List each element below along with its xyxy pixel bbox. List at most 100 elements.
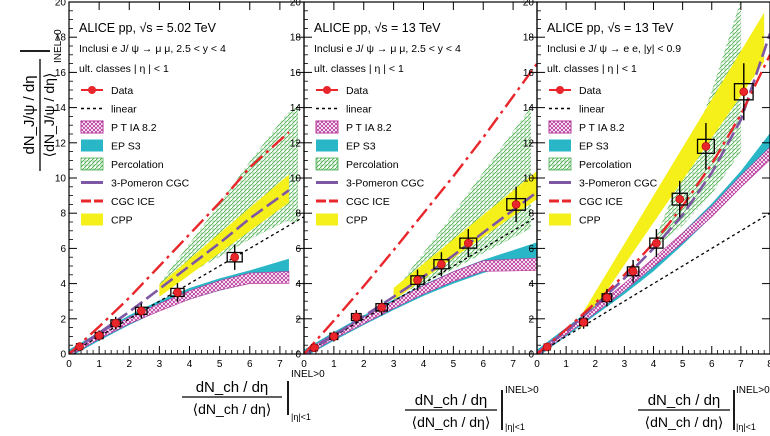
y-tick-label: 12 (55, 138, 67, 149)
y-tick-label: 8 (528, 209, 534, 220)
y-tick-label: 6 (528, 244, 534, 255)
panel-classes: ult. classes | η | < 1 (547, 63, 637, 75)
legend-label-percolation: Percolation (111, 159, 164, 171)
x-tick-label: 6 (480, 359, 486, 370)
y-axis-superscript: INEL>0 (53, 29, 64, 63)
legend-label-cpp: CPP (579, 215, 601, 227)
data-syst-box (671, 192, 688, 206)
legend-label-cgc3pomeron: 3-Pomeron CGC (579, 178, 658, 190)
data-point (137, 306, 146, 316)
y-tick-label: 2 (295, 314, 301, 325)
x-tick-label: 3 (391, 359, 397, 370)
x-tick-label: 5 (451, 359, 457, 370)
legend-eps3-swatch (549, 139, 571, 152)
y-axis-label: dN_J/ψ / dη ⟨dN_J/ψ / dη⟩ (21, 59, 57, 171)
legend-label-cgcice: CGC ICE (111, 196, 155, 208)
legend-label-data: Data (111, 85, 133, 97)
x-tick-label: 6 (709, 359, 715, 370)
data-point (579, 318, 588, 327)
y-axis-label-top: dN_J/ψ / dη (21, 75, 38, 154)
legend-label-cpp: CPP (346, 215, 368, 227)
x-axis-subscript: |η|<1 (291, 412, 311, 422)
legend-eps3-swatch (316, 139, 338, 152)
y-tick-label: 4 (60, 279, 66, 290)
data-point (463, 238, 473, 248)
y-tick-label: 18 (290, 33, 302, 44)
axis-labels: dN_J/ψ / dη ⟨dN_J/ψ / dη⟩ INEL>0 dN_ch /… (20, 29, 770, 432)
x-axis-subscript: |η|<1 (736, 422, 756, 432)
y-tick-label: 12 (523, 138, 535, 149)
x-tick-label: 2 (361, 359, 367, 370)
x-axis-superscript: INEL>0 (505, 385, 539, 396)
cgc-ice-line (69, 131, 290, 354)
data-point (701, 142, 711, 151)
cgc-ice-line (537, 54, 770, 354)
data-point (628, 266, 638, 276)
cgc-3pomeron-line (304, 191, 537, 354)
percolation-band (393, 106, 532, 297)
legend-percolation-swatch (315, 157, 339, 171)
legend-percolation-swatch (80, 157, 104, 171)
data-point (351, 312, 361, 322)
legend-pythia-swatch (315, 120, 339, 134)
legend-data-marker (556, 86, 564, 94)
y-tick-label: 10 (55, 174, 67, 185)
data-point (602, 293, 612, 302)
y-tick-label: 4 (528, 279, 534, 290)
y-tick-label: 8 (60, 209, 66, 220)
x-axis-label-panel-2: dN_ch / dη ⟨dN_ch / dη⟩ INEL>0 |η|<1 (405, 385, 539, 432)
legend-label-pythia: P T IA 8.2 (579, 122, 625, 134)
legend-label-eps3: EP S3 (579, 141, 609, 153)
x-tick-label: 1 (331, 359, 337, 370)
x-tick-label: 6 (247, 359, 253, 370)
data-syst-box (459, 237, 478, 249)
data-point (75, 342, 84, 351)
x-tick-label: 2 (592, 359, 598, 370)
data-point (111, 318, 120, 328)
legend-cpp-swatch (549, 213, 571, 226)
plot-area (69, 105, 304, 354)
y-tick-label: 0 (295, 350, 301, 361)
legend-label-eps3: EP S3 (346, 141, 376, 153)
data-syst-box (733, 83, 754, 101)
x-tick-label: 8 (767, 359, 770, 370)
x-tick-label: 1 (563, 359, 569, 370)
legend-label-cgc3pomeron: 3-Pomeron CGC (346, 178, 425, 190)
cpp-band (393, 170, 537, 301)
x-tick-label: 4 (187, 359, 193, 370)
x-tick-label: 0 (534, 359, 540, 370)
data-point (310, 343, 319, 353)
legend-label-cgcice: CGC ICE (346, 196, 390, 208)
percolation-band (653, 2, 741, 249)
y-tick-label: 2 (528, 314, 534, 325)
x-axis-label-top: dN_ch / dη (196, 379, 269, 396)
data-syst-box (696, 138, 715, 154)
x-tick-label: 0 (301, 359, 307, 370)
legend-label-percolation: Percolation (579, 159, 632, 171)
y-axis-label-bottom: ⟨dN_J/ψ / dη⟩ (41, 73, 57, 158)
data-syst-box (433, 259, 450, 270)
legend-percolation-swatch (548, 157, 572, 171)
y-tick-label: 14 (523, 103, 535, 114)
legend: Data linear P T IA 8.2 EP S3 Percolation 3-Po… (548, 85, 658, 227)
y-tick-label: 20 (55, 0, 67, 9)
x-tick-label: 5 (217, 359, 223, 370)
legend: Data linear P T IA 8.2 EP S3 Percolation 3-Po… (315, 85, 425, 227)
y-tick-label: 0 (60, 350, 66, 361)
data-syst-box (626, 266, 640, 277)
x-axis-superscript: INEL>0 (291, 369, 325, 380)
data-point (230, 252, 240, 262)
legend-eps3-swatch (81, 139, 103, 152)
y-tick-label: 16 (55, 68, 67, 79)
legend-cpp-swatch (81, 213, 103, 226)
data-point (542, 342, 552, 352)
panel-3: 02468101214161820012345678ALICE pp, √s =… (523, 0, 770, 370)
panel-subtitle: Inclusi e J/ ψ → μ μ, 2.5 < y < 4 (79, 43, 226, 55)
y-tick-label: 6 (295, 244, 301, 255)
y-tick-label: 20 (290, 0, 302, 9)
legend: Data linear P T IA 8.2 EP S3 Percolation 3-Po… (80, 85, 190, 227)
y-tick-label: 2 (60, 314, 66, 325)
legend-label-pythia: P T IA 8.2 (346, 122, 392, 134)
